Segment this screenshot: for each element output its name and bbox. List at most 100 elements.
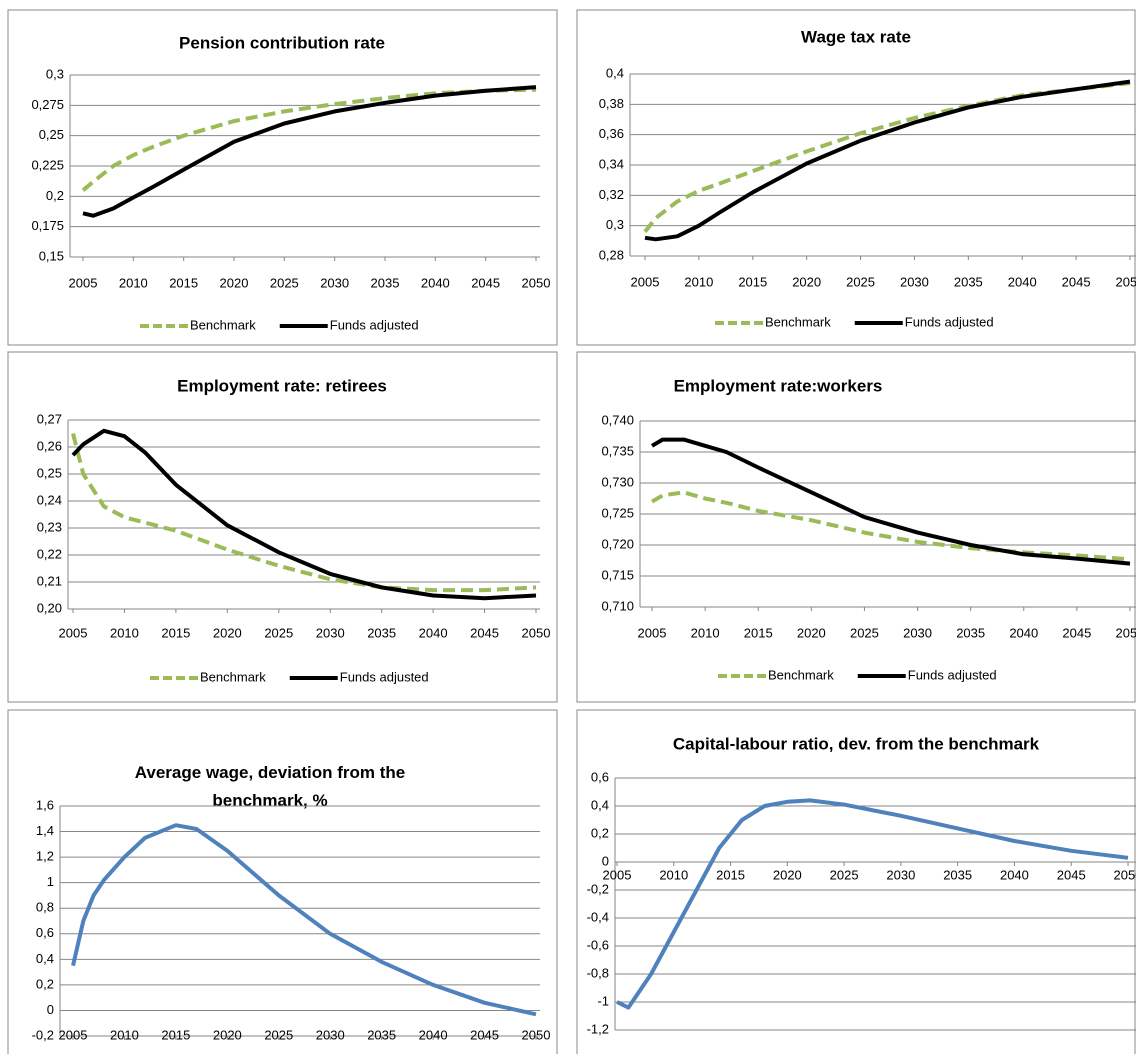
- x-tick-label: 2035: [956, 625, 985, 640]
- x-tick-label: 2025: [850, 625, 879, 640]
- y-tick-label: 0,2: [36, 976, 54, 991]
- y-tick-label: 0,38: [599, 96, 624, 111]
- data-line: [71, 433, 537, 593]
- legend-label: Benchmark: [765, 314, 831, 329]
- data-line: [643, 81, 1131, 233]
- y-tick-label: 0,3: [606, 217, 624, 232]
- y-tick-label: 0,34: [599, 156, 624, 171]
- x-tick-label: 2025: [264, 1027, 293, 1042]
- chart-panel: Capital-labour ratio, dev. from the benc…: [576, 709, 1136, 1054]
- chart-title: Pension contribution rate: [179, 33, 385, 52]
- y-tick-label: -1,2: [587, 1021, 609, 1036]
- legend-label: Benchmark: [768, 667, 834, 682]
- chart-title: Wage tax rate: [801, 27, 911, 46]
- y-tick-label: 0,36: [599, 126, 624, 141]
- x-tick-label: 2015: [161, 1027, 190, 1042]
- y-tick-label: -0,6: [587, 937, 609, 952]
- legend-label: Funds adjusted: [330, 317, 419, 332]
- y-tick-label: 1,2: [36, 849, 54, 864]
- y-tick-label: 0,275: [31, 97, 64, 112]
- x-tick-label: 2050: [1114, 867, 1136, 882]
- x-tick-label: 2050: [1116, 625, 1136, 640]
- x-tick-label: 2035: [367, 1027, 396, 1042]
- chart-panel: Employment rate: retirees 0,20 0,21 0,22 0,2…: [7, 351, 558, 703]
- x-tick-label: 2010: [659, 867, 688, 882]
- y-tick-label: 0,6: [36, 925, 54, 940]
- x-tick-label: 2045: [471, 275, 500, 290]
- x-tick-label: 2040: [1008, 274, 1037, 289]
- y-tick-label: 0,20: [37, 600, 62, 615]
- data-line: [644, 79, 1131, 242]
- x-tick-label: 2010: [684, 274, 713, 289]
- x-tick-label: 2005: [638, 625, 667, 640]
- x-tick-label: 2020: [213, 625, 242, 640]
- x-tick-label: 2045: [1062, 625, 1091, 640]
- x-tick-label: 2015: [744, 625, 773, 640]
- y-tick-label: -0,2: [32, 1027, 54, 1042]
- x-tick-label: 2015: [161, 625, 190, 640]
- data-line: [71, 823, 537, 1017]
- x-tick-label: 2040: [421, 275, 450, 290]
- y-tick-label: 0,730: [601, 474, 634, 489]
- x-tick-label: 2010: [110, 625, 139, 640]
- y-tick-label: 0,27: [37, 411, 62, 426]
- chart-panel: Pension contribution rate 0,15 0,175 0,2 0,2…: [7, 9, 558, 346]
- panel-border: [7, 9, 558, 346]
- y-tick-label: 0,4: [606, 65, 624, 80]
- x-tick-label: 2040: [1000, 867, 1029, 882]
- x-tick-label: 2035: [954, 274, 983, 289]
- x-tick-label: 2045: [1062, 274, 1091, 289]
- x-tick-label: 2005: [59, 1027, 88, 1042]
- x-tick-label: 2015: [738, 274, 767, 289]
- y-tick-label: 0,22: [37, 546, 62, 561]
- x-tick-label: 2030: [316, 1027, 345, 1042]
- x-tick-label: 2005: [603, 867, 632, 882]
- title-line: Average wage, deviation from the: [135, 763, 406, 782]
- legend-label: Funds adjusted: [905, 314, 994, 329]
- y-tick-label: 0,175: [31, 218, 64, 233]
- x-tick-label: 2020: [797, 625, 826, 640]
- x-tick-label: 2030: [900, 274, 929, 289]
- y-tick-label: 0,2: [591, 825, 609, 840]
- panel-border: [7, 709, 558, 1054]
- x-tick-label: 2035: [371, 275, 400, 290]
- x-tick-label: 2030: [320, 275, 349, 290]
- y-tick-label: 0,21: [37, 573, 62, 588]
- x-tick-label: 2025: [830, 867, 859, 882]
- y-tick-label: 0,4: [36, 951, 54, 966]
- legend-label: Benchmark: [200, 669, 266, 684]
- panel-border: [576, 9, 1136, 346]
- y-tick-label: 0,25: [37, 465, 62, 480]
- y-tick-label: 0,725: [601, 505, 634, 520]
- y-tick-label: -0,2: [587, 881, 609, 896]
- data-line: [616, 798, 1129, 1010]
- panel-border: [576, 351, 1136, 703]
- x-tick-label: 2020: [213, 1027, 242, 1042]
- y-tick-label: 0,15: [39, 248, 64, 263]
- y-tick-label: 0,6: [591, 769, 609, 784]
- y-tick-label: -1: [597, 993, 609, 1008]
- x-tick-label: 2035: [367, 625, 396, 640]
- panel-border: [576, 709, 1136, 1054]
- x-tick-label: 2050: [1116, 274, 1136, 289]
- chart-panel: Wage tax rate 0,28 0,3 0,32 0,34 0,36 0,38 0,4 2…: [576, 9, 1136, 346]
- legend-label: Funds adjusted: [908, 667, 997, 682]
- x-tick-label: 2050: [522, 275, 551, 290]
- x-tick-label: 2020: [773, 867, 802, 882]
- x-tick-label: 2025: [846, 274, 875, 289]
- data-line: [71, 428, 537, 601]
- y-tick-label: 0,720: [601, 536, 634, 551]
- x-tick-label: 2005: [631, 274, 660, 289]
- x-tick-label: 2020: [792, 274, 821, 289]
- data-line: [81, 87, 537, 192]
- x-tick-label: 2045: [470, 625, 499, 640]
- chart-panel: Employment rate:workers 0,710 0,715 0,720 0,…: [576, 351, 1136, 703]
- legend-label: Benchmark: [190, 317, 256, 332]
- y-tick-label: 0,8: [36, 900, 54, 915]
- x-tick-label: 2030: [316, 625, 345, 640]
- x-tick-label: 2025: [264, 625, 293, 640]
- y-tick-label: 0,740: [601, 412, 634, 427]
- y-tick-label: 0,32: [599, 187, 624, 202]
- y-tick-label: 1: [47, 874, 54, 889]
